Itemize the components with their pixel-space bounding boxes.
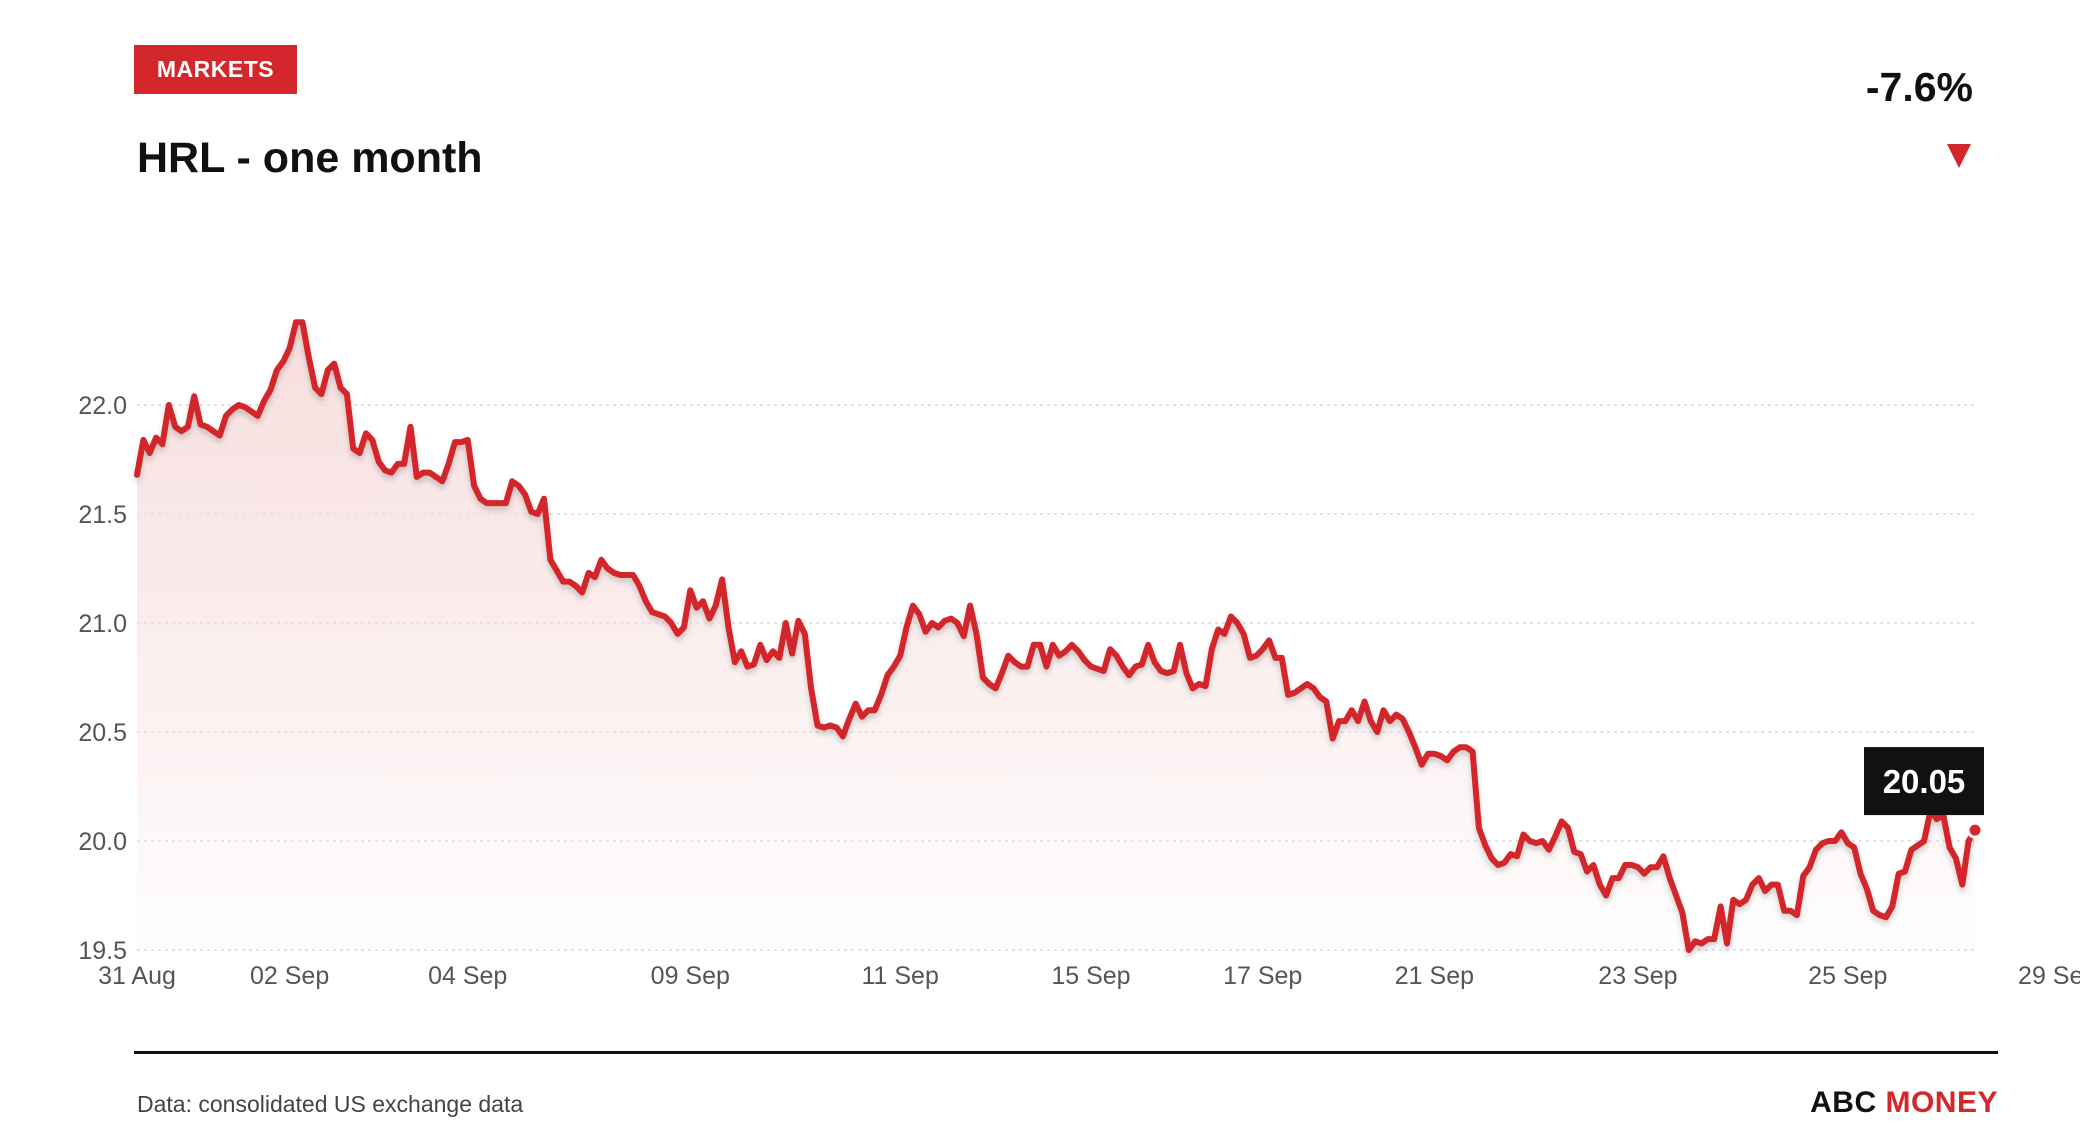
y-tick-label: 22.0 [78,392,127,420]
x-tick-label: 25 Sep [1808,962,1887,990]
x-tick-label: 04 Sep [428,962,507,990]
x-tick-label: 09 Sep [651,962,730,990]
y-tick-label: 21.0 [78,610,127,638]
tooltip-box [1864,747,1984,816]
logo-abc: ABC [1810,1086,1886,1119]
triangle-down-icon [1947,144,1971,168]
x-tick-label: 02 Sep [250,962,329,990]
x-tick-label: 17 Sep [1223,962,1302,990]
y-tick-label: 19.5 [78,937,127,965]
y-tick-label: 20.5 [78,719,127,747]
x-tick-label: 15 Sep [1051,962,1130,990]
line-chart: 19.5 20.0 20.5 21.0 21.5 22.0 31 Aug 02 Sep 04 … [78,319,2080,990]
x-tick-label: 21 Sep [1395,962,1474,990]
y-tick-label: 20.0 [78,828,127,856]
price-area-fill [137,322,1975,950]
y-tick-label: 21.5 [78,501,127,529]
page-title: HRL - one month [137,134,483,182]
x-axis: 31 Aug 02 Sep 04 Sep 09 Sep 11 Sep 15 Sep 17 S… [98,962,2080,990]
x-tick-label: 31 Aug [98,962,176,990]
x-tick-label: 11 Sep [861,962,938,990]
x-tick-label: 23 Sep [1598,962,1677,990]
data-source: Data: consolidated US exchange data [137,1091,524,1117]
percent-change: -7.6% [1865,64,1973,110]
markets-badge: MARKETS [134,45,297,94]
footer-rule [134,1051,1998,1054]
price-line [134,319,1978,953]
logo-money: MONEY [1885,1086,1998,1119]
x-tick-label: 29 Sep [2018,962,2080,990]
abc-money-logo: ABC MONEY [1810,1086,1998,1120]
last-value-label: 20.05 [1883,763,1966,800]
last-value-tooltip: 20.05 [1864,747,1984,839]
y-axis: 19.5 20.0 20.5 21.0 21.5 22.0 [78,392,127,965]
last-point-marker [1966,821,1984,839]
